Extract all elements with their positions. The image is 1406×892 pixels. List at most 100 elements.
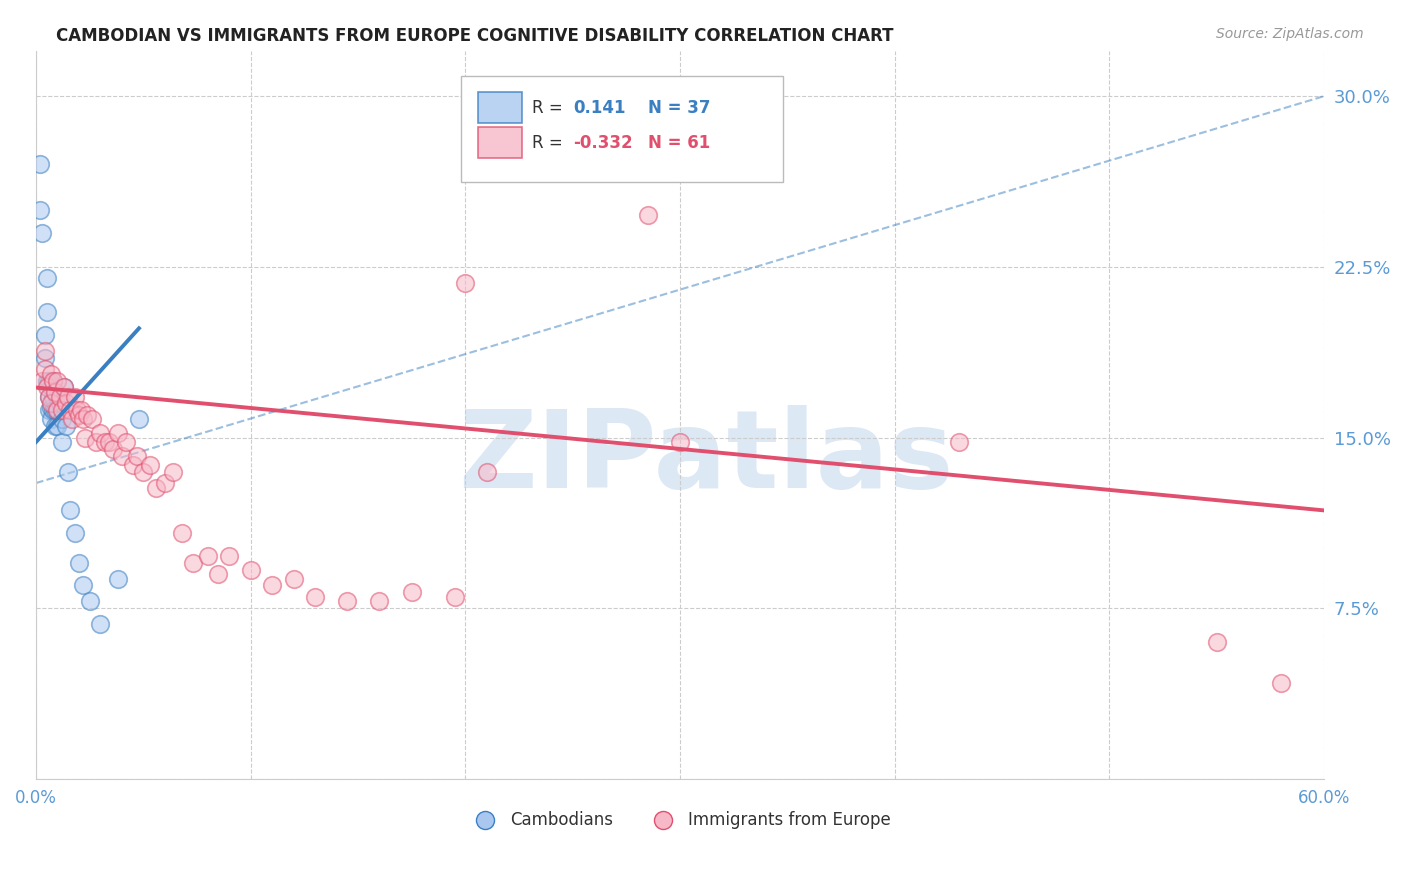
Point (56, 465, 79, 479)
Point (72, 412, 94, 426)
Text: N = 37: N = 37 (648, 99, 710, 117)
Point (336, 594, 359, 608)
Point (35, 305, 58, 319)
Point (79, 594, 101, 608)
Point (38, 390, 60, 404)
Point (48, 396, 70, 410)
FancyBboxPatch shape (461, 76, 783, 182)
Point (132, 465, 155, 479)
Point (669, 435, 692, 450)
Text: 0.141: 0.141 (574, 99, 626, 117)
Point (170, 526, 193, 541)
Text: Source: ZipAtlas.com: Source: ZipAtlas.com (1216, 27, 1364, 41)
Point (31, 374, 53, 388)
Text: CAMBODIAN VS IMMIGRANTS FROM EUROPE COGNITIVE DISABILITY CORRELATION CHART: CAMBODIAN VS IMMIGRANTS FROM EUROPE COGN… (56, 27, 894, 45)
Text: R =: R = (531, 99, 568, 117)
Point (39, 380, 62, 394)
Point (38, 403, 60, 417)
Point (51, 403, 73, 417)
Point (44, 385, 66, 400)
FancyBboxPatch shape (478, 92, 522, 123)
Point (153, 476, 176, 491)
Point (97, 435, 120, 450)
Point (80, 412, 103, 426)
Point (103, 442, 125, 456)
Point (55, 419, 77, 434)
Point (89, 617, 111, 632)
Point (283, 572, 305, 586)
Point (39, 401, 62, 415)
Point (218, 549, 240, 563)
Text: R =: R = (531, 134, 568, 153)
Point (30, 202, 52, 217)
Point (48, 390, 70, 404)
Point (67, 556, 90, 570)
Point (239, 563, 262, 577)
Point (70, 403, 93, 417)
Point (145, 481, 167, 495)
Text: -0.332: -0.332 (574, 134, 633, 153)
Point (30, 157, 52, 171)
Point (31, 226, 53, 240)
Point (46, 419, 69, 434)
Point (34, 362, 56, 376)
Point (35, 374, 58, 388)
Point (34, 344, 56, 359)
Point (197, 549, 219, 563)
Point (42, 403, 65, 417)
Point (475, 465, 498, 479)
Point (75, 431, 97, 445)
Point (59, 503, 82, 517)
Point (42, 390, 65, 404)
Point (401, 585, 423, 599)
Point (89, 425, 111, 440)
Point (46, 390, 69, 404)
Point (44, 385, 66, 400)
Point (72, 578, 94, 592)
Point (76, 408, 98, 422)
Point (38, 390, 60, 404)
Point (67, 408, 90, 422)
Point (38, 374, 60, 388)
Point (107, 572, 129, 586)
Point (93, 435, 115, 450)
Text: N = 61: N = 61 (648, 134, 710, 153)
Point (115, 435, 138, 450)
Point (63, 526, 86, 541)
Point (948, 435, 970, 450)
Point (138, 458, 160, 472)
Point (62, 412, 84, 426)
Point (39, 396, 62, 410)
Point (128, 412, 150, 426)
Point (35, 380, 58, 394)
Point (66, 403, 89, 417)
Legend: Cambodians, Immigrants from Europe: Cambodians, Immigrants from Europe (463, 805, 898, 836)
Point (44, 419, 66, 434)
Point (46, 403, 69, 417)
Point (34, 351, 56, 365)
Point (56, 390, 79, 404)
Point (51, 412, 73, 426)
Point (51, 435, 73, 450)
Point (46, 374, 69, 388)
Point (52, 380, 75, 394)
Point (162, 465, 184, 479)
Point (46, 403, 69, 417)
Point (181, 556, 204, 570)
Point (107, 425, 129, 440)
Point (42, 374, 65, 388)
Point (111, 449, 134, 463)
Point (35, 271, 58, 285)
Point (39, 367, 62, 381)
Point (84, 435, 107, 450)
Point (42, 374, 65, 388)
Point (125, 449, 148, 463)
Point (55, 396, 77, 410)
Text: ZIPatlas: ZIPatlas (458, 406, 953, 511)
Point (44, 403, 66, 417)
Point (207, 567, 229, 582)
Point (52, 380, 75, 394)
Point (443, 590, 465, 604)
Point (1205, 635, 1227, 649)
Point (59, 403, 82, 417)
